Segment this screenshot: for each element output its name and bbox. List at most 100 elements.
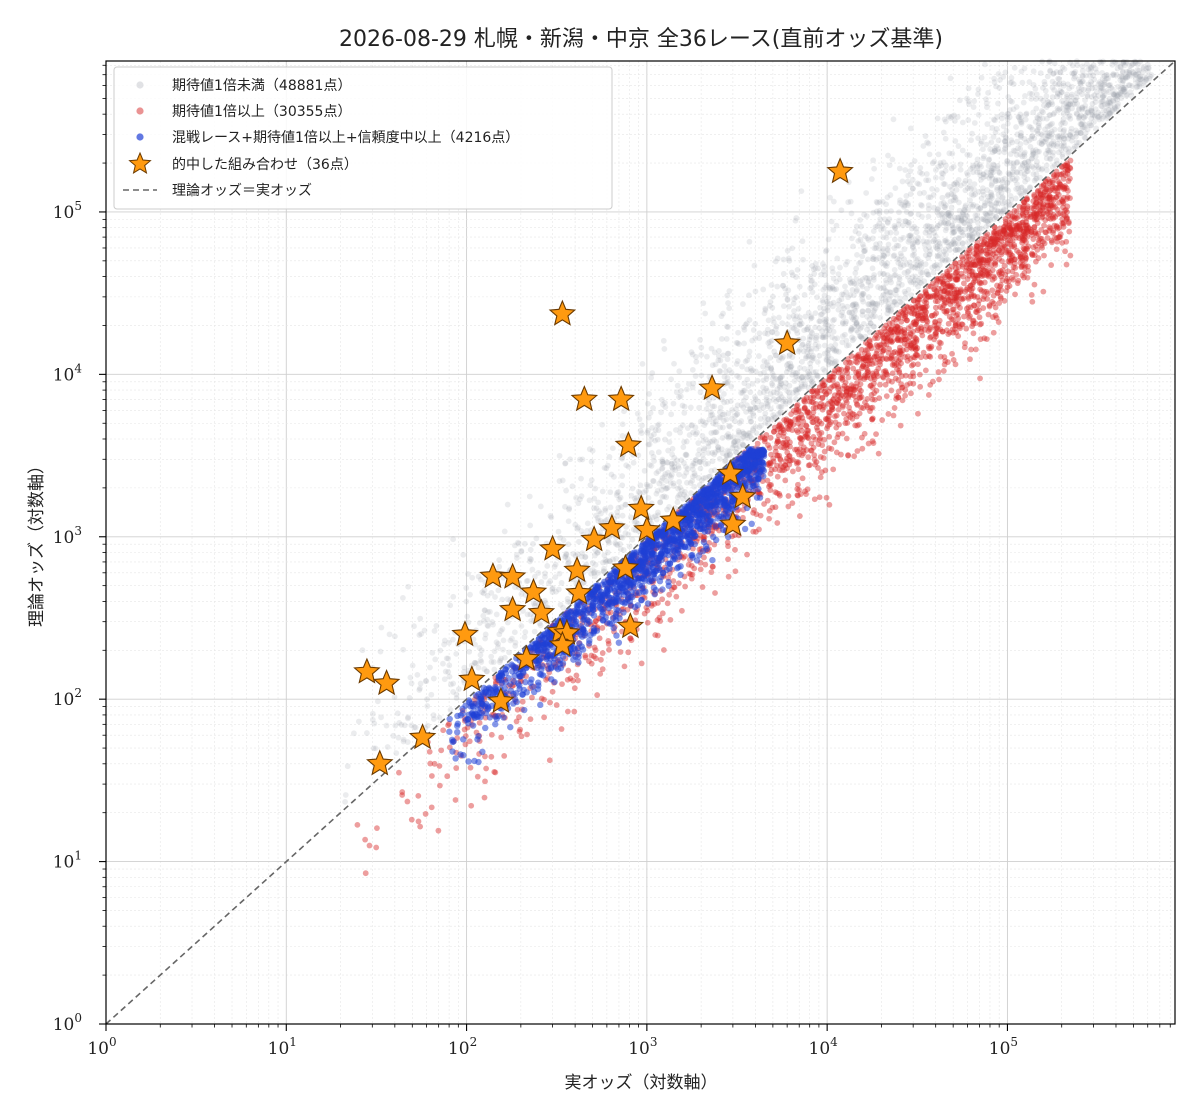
point-below-ev (1100, 82, 1106, 89)
point-below-ev (721, 373, 728, 380)
point-below-ev (1119, 74, 1126, 81)
point-below-ev (484, 592, 491, 599)
point-below-ev (770, 389, 777, 396)
point-below-ev (587, 482, 594, 489)
point-below-ev (661, 346, 668, 352)
point-below-ev (617, 541, 624, 547)
point-below-ev (723, 368, 729, 375)
point-below-ev (834, 255, 841, 262)
point-below-ev (897, 250, 904, 257)
point-below-ev (676, 471, 682, 478)
point-below-ev (968, 137, 974, 144)
point-below-ev (859, 241, 866, 248)
point-below-ev (800, 348, 807, 355)
point-above-ev (985, 311, 992, 318)
point-below-ev (798, 188, 805, 195)
point-above-ev (481, 794, 488, 801)
point-below-ev (661, 473, 668, 480)
point-below-ev (1064, 104, 1071, 111)
point-below-ev (777, 391, 784, 397)
point-above-ev (855, 370, 862, 377)
point-below-ev (925, 205, 932, 212)
point-below-ev (1069, 70, 1076, 77)
point-below-ev (424, 703, 431, 709)
point-below-ev (526, 493, 533, 500)
point-below-ev (634, 410, 641, 417)
point-below-ev (766, 302, 773, 309)
point-below-ev (514, 555, 520, 561)
point-below-ev (738, 418, 745, 424)
point-below-ev (993, 178, 999, 184)
point-below-ev (884, 303, 891, 310)
point-below-ev (833, 279, 840, 285)
point-below-ev (562, 503, 568, 510)
point-below-ev (645, 427, 651, 434)
point-below-ev (814, 373, 821, 380)
point-below-ev (1072, 97, 1079, 104)
point-below-ev (1030, 165, 1037, 172)
point-below-ev (984, 187, 991, 193)
point-below-ev (741, 380, 748, 387)
point-below-ev (931, 263, 938, 270)
point-below-ev (1016, 189, 1023, 196)
point-below-ev (851, 317, 858, 324)
point-above-ev (869, 370, 876, 377)
point-below-ev (371, 720, 378, 727)
point-below-ev (893, 229, 900, 236)
point-below-ev (501, 654, 508, 661)
point-below-ev (786, 303, 792, 310)
point-below-ev (977, 205, 984, 212)
point-below-ev (1124, 58, 1130, 65)
point-below-ev (798, 374, 805, 381)
point-below-ev (692, 373, 699, 379)
point-below-ev (1058, 89, 1065, 96)
point-above-ev (868, 392, 875, 398)
point-below-ev (849, 326, 855, 333)
point-below-ev (685, 381, 692, 387)
point-below-ev (783, 380, 789, 386)
point-below-ev (698, 477, 705, 484)
point-below-ev (355, 718, 362, 725)
point-below-ev (1030, 149, 1037, 156)
point-below-ev (639, 422, 645, 429)
point-below-ev (896, 217, 902, 224)
point-below-ev (1026, 90, 1033, 97)
point-below-ev (905, 202, 911, 209)
point-below-ev (993, 143, 1000, 150)
point-below-ev (400, 646, 407, 653)
point-below-ev (954, 246, 961, 253)
point-below-ev (1043, 104, 1050, 110)
point-above-ev (822, 391, 829, 398)
point-above-ev (628, 637, 635, 644)
point-below-ev (872, 305, 879, 312)
point-above-ev (867, 342, 874, 349)
point-below-ev (977, 140, 984, 147)
point-below-ev (983, 223, 990, 230)
point-below-ev (902, 290, 909, 297)
point-below-ev (384, 744, 391, 750)
point-below-ev (614, 542, 621, 549)
point-below-ev (925, 213, 932, 220)
point-below-ev (806, 336, 813, 343)
point-below-ev (1067, 128, 1074, 135)
point-below-ev (951, 217, 958, 224)
point-below-ev (959, 240, 966, 246)
point-below-ev (969, 236, 976, 243)
point-below-ev (946, 150, 953, 157)
point-below-ev (518, 623, 525, 629)
point-below-ev (1117, 91, 1124, 98)
point-below-ev (1017, 141, 1024, 147)
point-below-ev (733, 411, 740, 418)
point-below-ev (443, 655, 450, 662)
point-below-ev (908, 210, 915, 217)
point-above-ev (362, 870, 369, 877)
point-below-ev (1093, 69, 1100, 76)
point-above-ev (488, 731, 495, 738)
point-below-ev (1105, 89, 1112, 96)
point-below-ev (879, 198, 886, 205)
point-below-ev (1017, 133, 1024, 139)
point-below-ev (762, 419, 769, 426)
point-below-ev (945, 209, 952, 216)
point-below-ev (807, 273, 814, 280)
point-below-ev (1034, 114, 1041, 121)
